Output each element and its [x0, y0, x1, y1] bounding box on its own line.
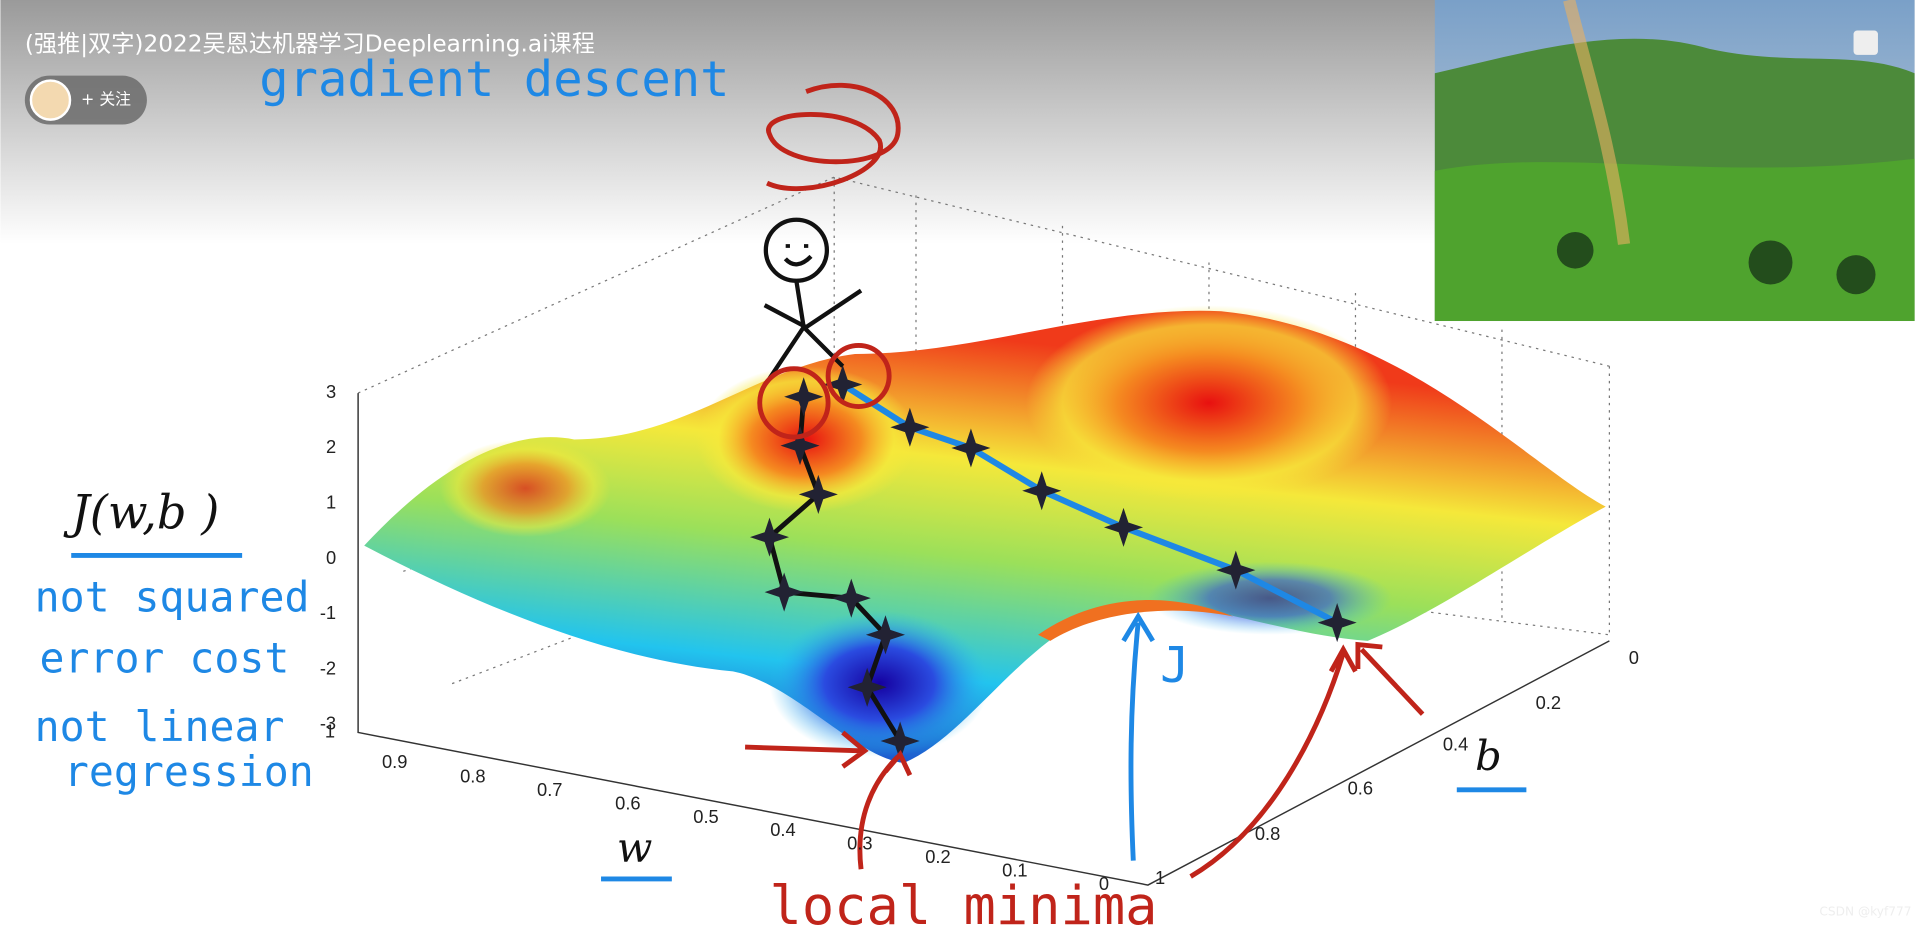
- minima-label: local minima: [770, 874, 1158, 929]
- follow-label[interactable]: + 关注: [81, 90, 131, 109]
- step-marker: [880, 721, 920, 761]
- w-tick-label: 0.8: [460, 765, 485, 786]
- b-label: b: [1475, 731, 1502, 780]
- step-marker: [1216, 550, 1256, 590]
- step-marker: [890, 407, 930, 447]
- blue-annotations: [71, 553, 1527, 882]
- follow-button[interactable]: + 关注: [24, 75, 147, 125]
- w-label: w: [617, 822, 653, 871]
- w-tick-label: 0.3: [847, 833, 872, 854]
- w-tick-label: 0.4: [770, 819, 795, 840]
- surface: [364, 305, 1606, 763]
- step-marker: [847, 667, 887, 707]
- step-marker: [780, 426, 820, 466]
- presenter-inset: [1434, 0, 1915, 322]
- z-tick-label: 1: [326, 492, 336, 513]
- red-annotations: [745, 82, 1425, 879]
- video-title: (强推|双字)2022吴恩达机器学习Deeplearning.ai课程: [25, 31, 595, 58]
- z-tick-label: 0: [326, 547, 336, 568]
- w-tick-label: 0.6: [615, 792, 640, 813]
- note-line: not linear: [35, 702, 285, 751]
- z-tick-label: 2: [326, 436, 336, 457]
- w-tick-label: 0.7: [537, 779, 562, 800]
- w-tick-label: 0.1: [1002, 859, 1027, 880]
- stick-figure: [763, 217, 863, 380]
- step-marker: [1103, 507, 1144, 547]
- w-tick-label: 1: [325, 720, 335, 741]
- j-label: J: [1160, 637, 1189, 694]
- w-tick-label: 0.5: [693, 806, 718, 827]
- step-marker: [951, 428, 991, 468]
- z-tick-label: -1: [320, 602, 336, 623]
- b-tick-label: 0: [1629, 647, 1639, 668]
- step-markers: [749, 365, 1357, 761]
- step-marker: [764, 572, 804, 612]
- b-tick-label: 1: [1155, 867, 1165, 888]
- axes: [357, 393, 1610, 886]
- step-marker: [749, 517, 790, 557]
- step-marker: [831, 578, 871, 618]
- z-tick-label: -3: [320, 713, 336, 734]
- heading: gradient descent: [259, 51, 729, 108]
- watermark: CSDN @kyf777: [1819, 904, 1911, 918]
- step-marker: [1317, 603, 1357, 643]
- step-marker: [823, 365, 863, 405]
- z-tick-label: 3: [326, 381, 336, 402]
- note-line: not squared: [35, 573, 310, 622]
- b-tick-label: 0.2: [1536, 692, 1561, 713]
- cost-label: J(w,b ): [63, 485, 219, 539]
- z-tick-label: -2: [320, 657, 336, 678]
- w-tick-label: 0.9: [382, 751, 407, 772]
- w-tick-label: 0: [1099, 873, 1109, 894]
- step-marker: [865, 615, 906, 655]
- b-tick-label: 0.4: [1443, 734, 1468, 755]
- w-tick-label: 0.2: [925, 846, 950, 867]
- step-marker: [1022, 471, 1062, 511]
- step-marker: [798, 474, 838, 514]
- note-line: error cost: [39, 634, 289, 683]
- notes: not squared error cost not linear regressio…: [35, 573, 314, 797]
- step-marker: [784, 377, 824, 417]
- note-line: regression: [64, 747, 314, 796]
- b-tick-label: 0.6: [1348, 778, 1373, 799]
- b-tick-label: 0.8: [1255, 823, 1280, 844]
